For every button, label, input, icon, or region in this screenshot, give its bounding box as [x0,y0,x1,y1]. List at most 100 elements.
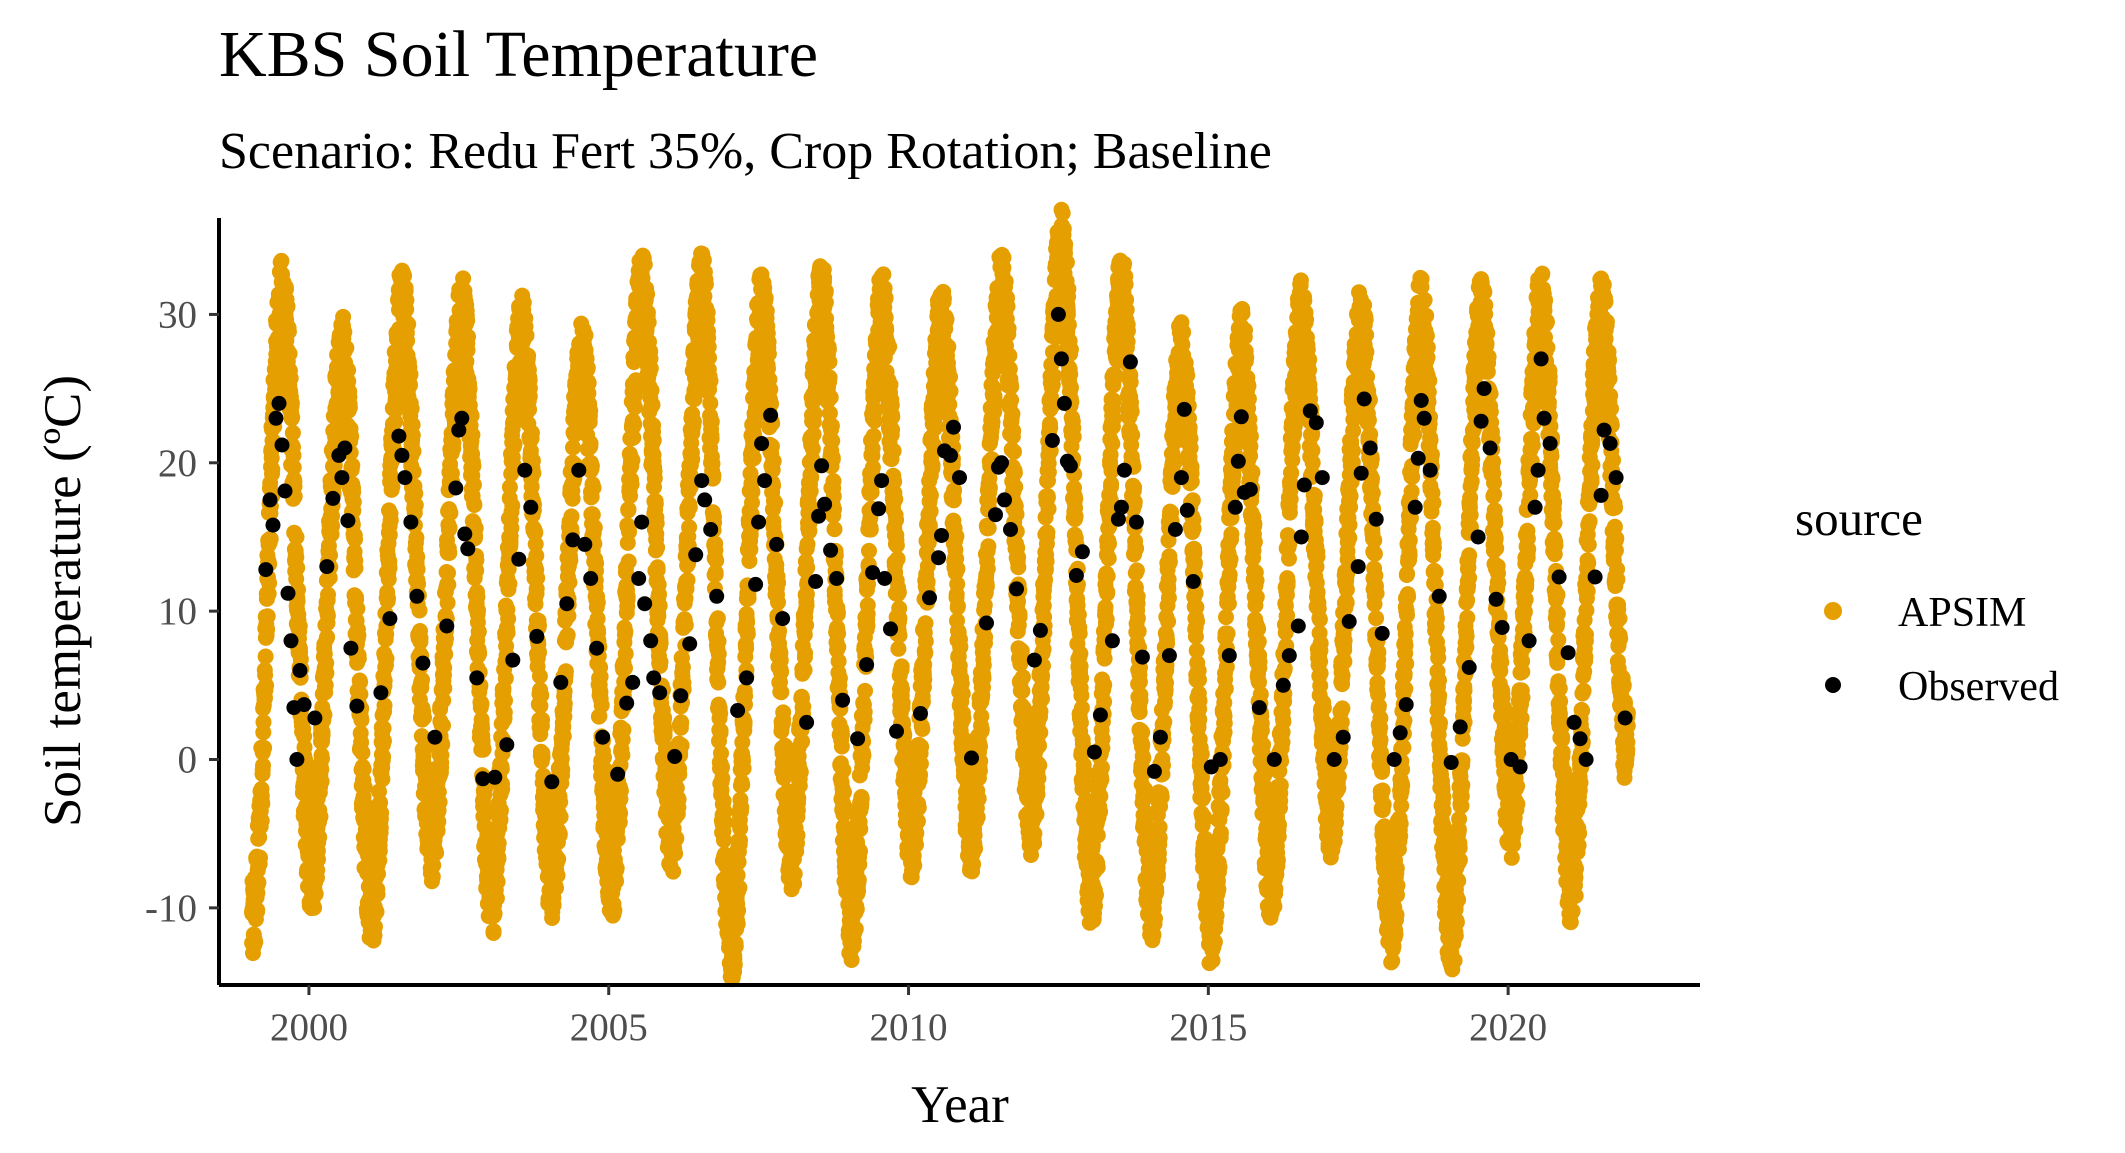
apsim-point [586,519,603,536]
apsim-point [830,639,847,655]
apsim-point [489,873,506,890]
chart-subtitle: Scenario: Redu Fert 35%, Crop Rotation; … [219,123,1272,180]
apsim-point [853,790,870,807]
apsim-point [825,473,842,490]
apsim-point [283,395,300,411]
apsim-point [313,773,330,790]
apsim-point [681,499,698,516]
apsim-point [843,952,860,968]
apsim-point [263,450,280,466]
apsim-point [247,934,264,950]
apsim-point [384,478,401,495]
apsim-point [888,537,905,554]
apsim-point [531,644,548,661]
apsim-point [256,739,273,756]
apsim-point [625,429,642,446]
apsim-point [556,695,573,712]
apsim-point [563,508,580,525]
apsim-point [608,860,625,877]
apsim-point [1003,378,1020,395]
apsim-point [608,873,624,890]
apsim-point [350,627,367,644]
apsim-point [792,764,809,781]
apsim-point [409,548,426,565]
apsim-point [881,338,898,355]
apsim-point [824,432,841,449]
apsim-point [409,561,426,578]
apsim-point [888,512,905,528]
apsim-point [980,538,997,555]
apsim-point [1010,559,1027,576]
apsim-point [296,739,313,756]
apsim-point [435,692,452,709]
apsim-point [703,430,720,447]
apsim-point [347,560,364,577]
apsim-point [412,629,429,646]
apsim-point [955,710,972,727]
apsim-point [709,610,726,627]
apsim-point [848,901,865,918]
apsim-point [281,345,298,362]
apsim-point [280,323,297,340]
apsim-point [314,750,330,767]
apsim-point [381,526,398,543]
apsim-point [948,528,965,545]
apsim-point [310,851,326,868]
apsim-point [786,865,803,882]
apsim-point [459,342,476,359]
apsim-point [831,670,848,687]
apsim-point [726,956,743,973]
apsim-point [949,576,966,593]
apsim-point [739,626,756,643]
apsim-point [473,695,490,712]
apsim-point [677,617,694,634]
apsim-point [995,249,1012,266]
apsim-point [702,395,719,412]
apsim-point [459,312,476,329]
apsim-point [702,372,719,389]
apsim-point [1006,464,1023,481]
apsim-point [802,483,819,500]
apsim-point [408,529,425,546]
apsim-point [555,728,572,745]
apsim-point [527,536,544,553]
apsim-point [356,779,373,796]
apsim-point [435,717,451,734]
apsim-point [494,781,511,798]
apsim-point [338,339,355,356]
apsim-point [565,439,581,456]
apsim-point [486,905,503,922]
apsim-point [521,401,538,418]
apsim-point [885,442,902,459]
apsim-point [623,476,640,493]
apsim-point [894,694,911,711]
apsim-point [403,400,420,417]
apsim-point [617,645,634,662]
apsim-point [343,428,360,445]
apsim-series [244,201,1636,988]
apsim-point [620,501,637,518]
apsim-point [374,771,391,788]
apsim-point [765,453,782,470]
apsim-point [534,749,551,766]
apsim-point [942,383,959,400]
apsim-point [639,286,656,303]
apsim-point [455,270,472,287]
apsim-point [523,424,540,441]
apsim-point [503,520,520,536]
apsim-point [258,677,275,694]
apsim-point [264,461,281,478]
apsim-point [288,529,305,546]
apsim-point [667,845,684,862]
apsim-point [789,827,806,844]
apsim-point [612,782,629,799]
apsim-point [699,304,716,321]
apsim-point [311,829,328,846]
apsim-point [760,345,777,362]
apsim-point [737,688,754,704]
apsim-point [770,574,787,591]
apsim-point [877,289,894,306]
apsim-point [1057,236,1074,253]
apsim-point [1055,220,1072,237]
apsim-point [821,369,838,386]
